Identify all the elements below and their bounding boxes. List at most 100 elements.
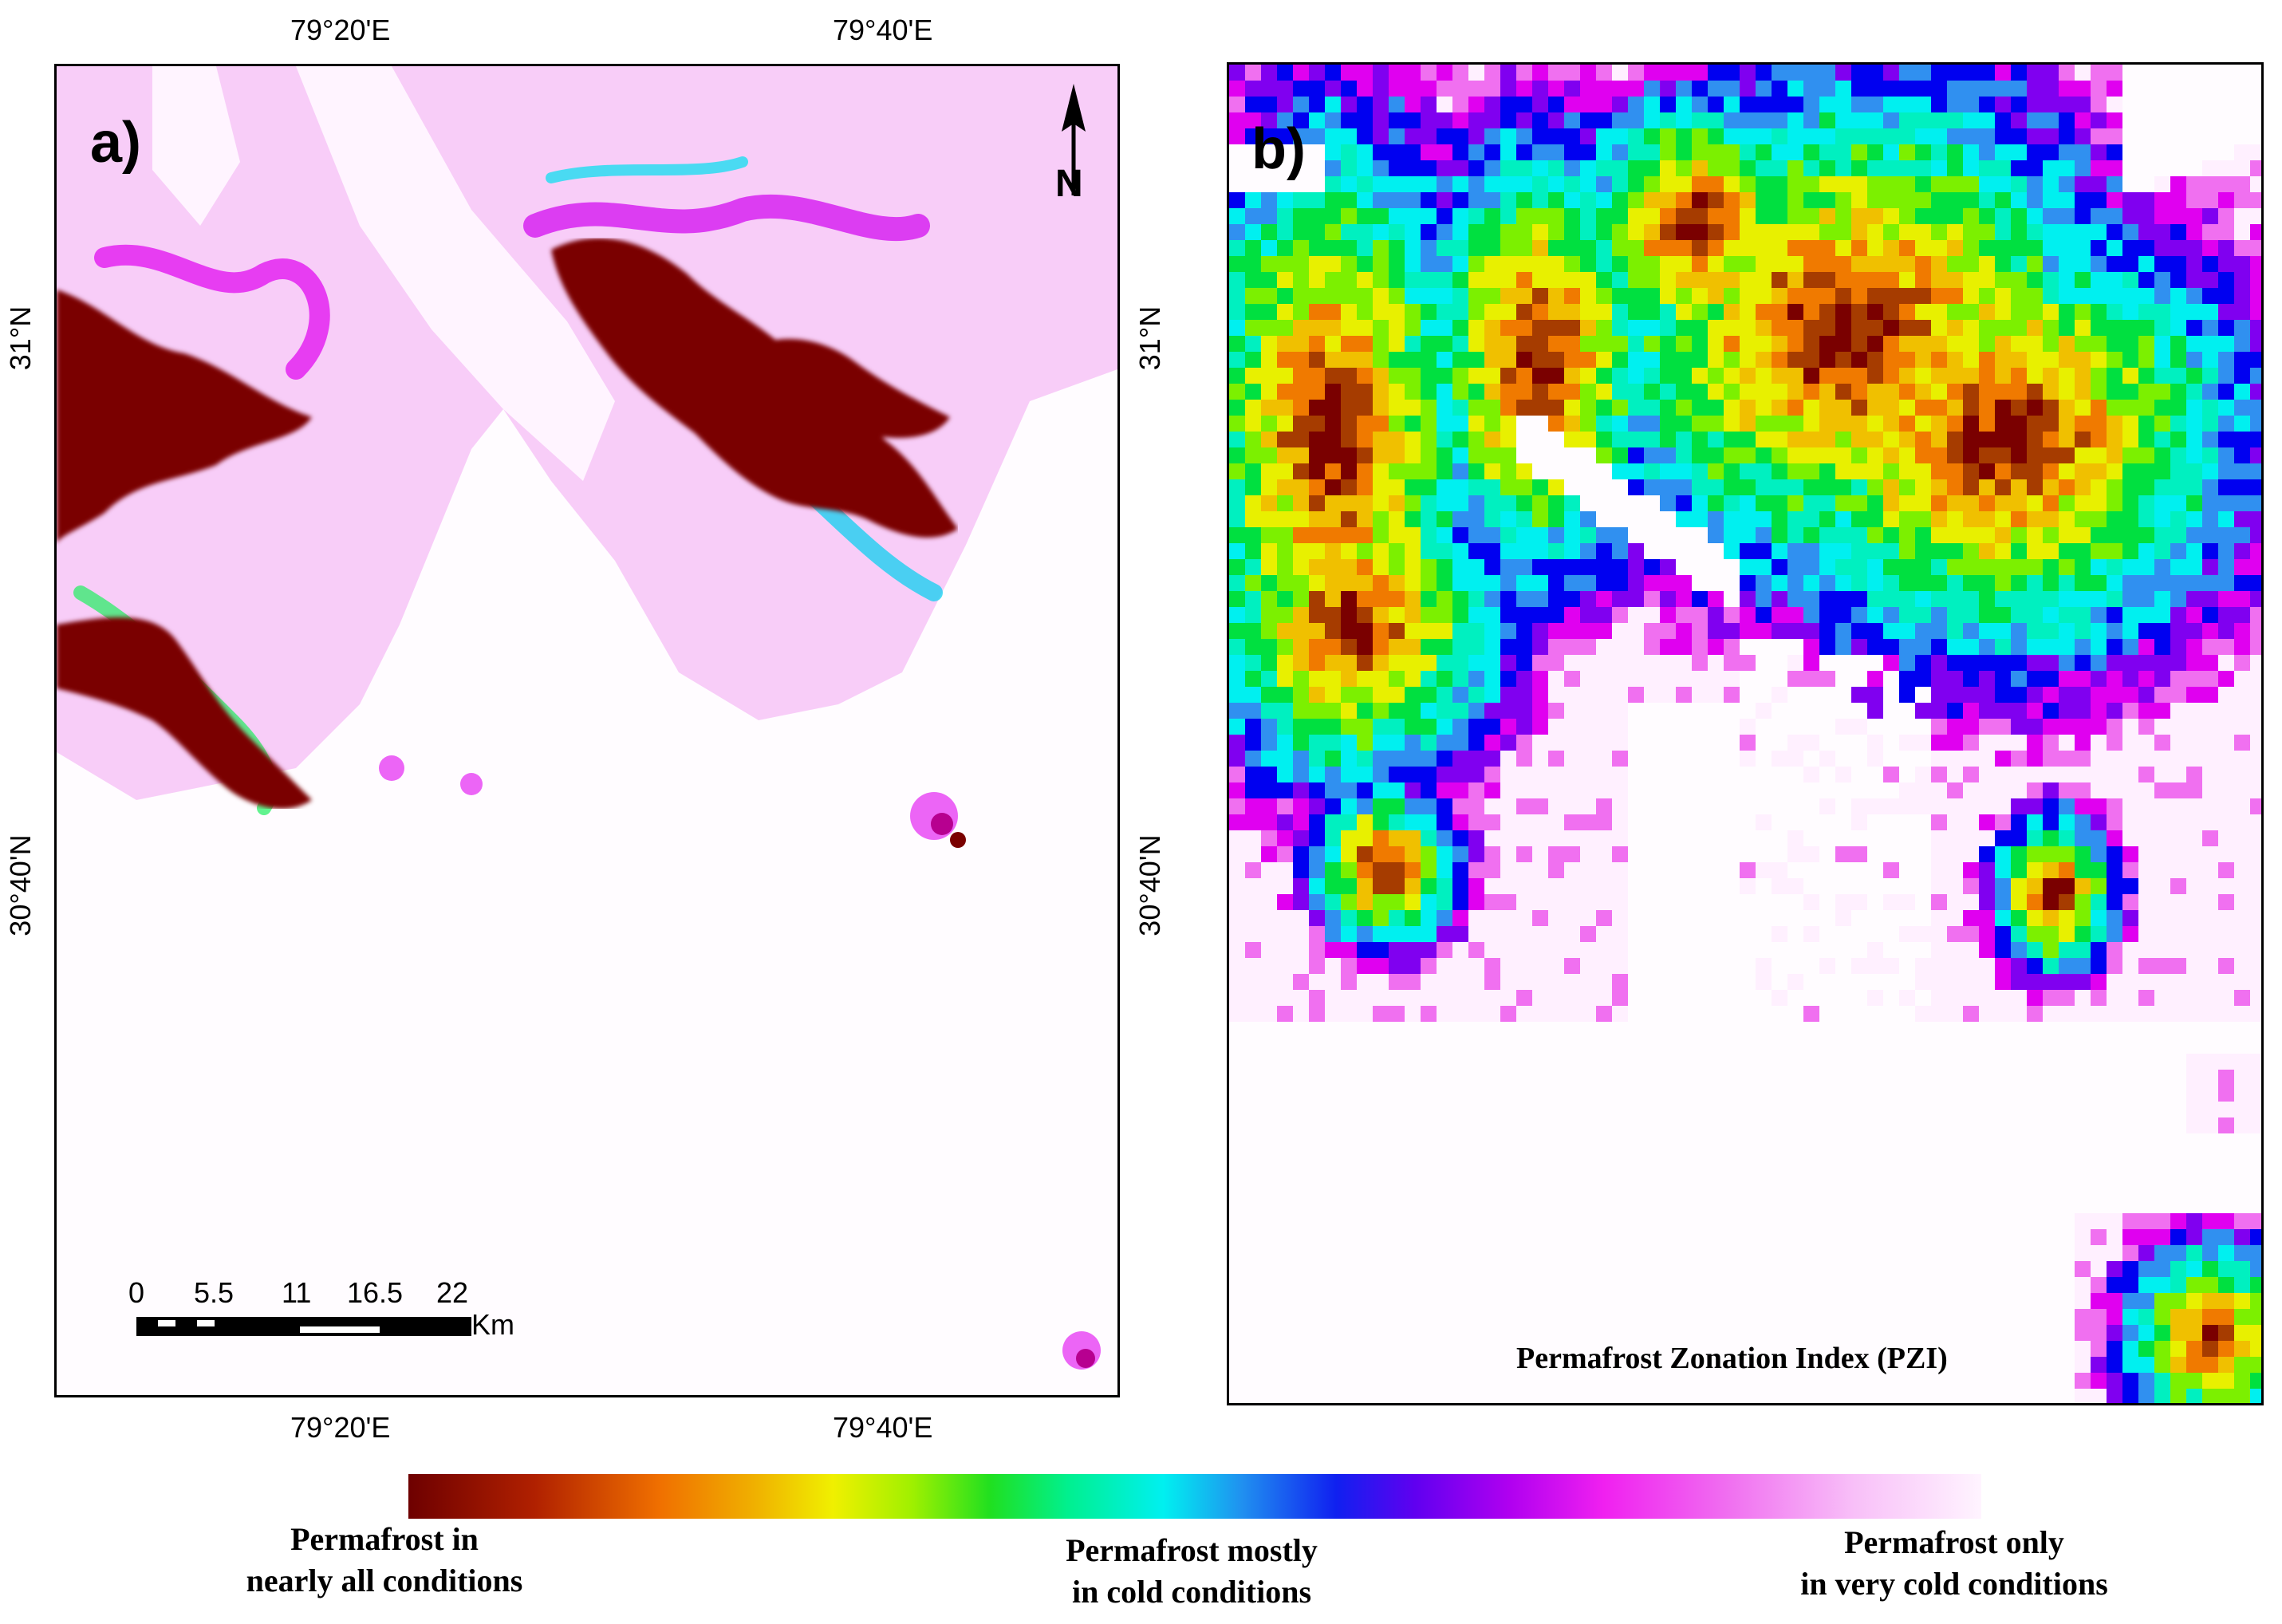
raster-cell (1851, 128, 1867, 144)
raster-cell (2218, 511, 2234, 527)
raster-cell (2091, 160, 2107, 176)
raster-cell (1532, 559, 1548, 575)
raster-cell (2250, 1086, 2261, 1102)
raster-cell (2170, 1373, 2186, 1389)
raster-cell (2170, 575, 2186, 591)
raster-cell (2218, 639, 2234, 655)
raster-cell (1580, 320, 1596, 336)
raster-cell (1724, 336, 1740, 352)
raster-cell (2075, 81, 2091, 97)
raster-cell (2043, 128, 2059, 144)
raster-cell (1947, 144, 1963, 160)
raster-cell (1309, 384, 1325, 400)
raster-cell (2011, 304, 2027, 320)
raster-cell (1532, 65, 1548, 81)
raster-cell (1261, 320, 1277, 336)
raster-cell (1708, 527, 1724, 543)
raster-cell (2170, 368, 2186, 384)
raster-cell (1947, 384, 1963, 400)
raster-cell (1484, 543, 1500, 559)
raster-cell (1756, 240, 1772, 256)
raster-cell (2234, 288, 2250, 304)
raster-cell (1389, 511, 1405, 527)
raster-cell (1851, 256, 1867, 272)
raster-cell (1596, 910, 1612, 926)
raster-cell (1963, 224, 1979, 240)
raster-cell (1468, 543, 1484, 559)
raster-cell (2202, 687, 2218, 703)
raster-cell (2075, 160, 2091, 176)
raster-cell (2107, 495, 2122, 511)
raster-cell (1835, 559, 1851, 575)
raster-cell (2186, 1373, 2202, 1389)
raster-cell (1740, 240, 1756, 256)
raster-cell (2075, 320, 2091, 336)
raster-cell (1500, 97, 1516, 112)
raster-cell (1628, 240, 1644, 256)
raster-cell (1468, 974, 1484, 990)
raster-cell (1851, 527, 1867, 543)
raster-cell (2075, 511, 2091, 527)
raster-cell (1309, 336, 1325, 352)
raster-cell (1676, 416, 1692, 432)
raster-cell (1452, 352, 1468, 368)
raster-cell (1899, 782, 1915, 798)
raster-cell (1931, 479, 1947, 495)
raster-cell (1532, 272, 1548, 288)
raster-cell (1373, 830, 1389, 846)
raster-cell (1963, 479, 1979, 495)
raster-cell (1899, 432, 1915, 447)
raster-cell (1437, 878, 1452, 894)
raster-cell (2250, 432, 2261, 447)
raster-cell (1772, 862, 1787, 878)
raster-cell (2138, 1341, 2154, 1357)
raster-cell (1341, 208, 1357, 224)
raster-cell (1963, 352, 1979, 368)
raster-cell (2186, 878, 2202, 894)
raster-cell (2075, 639, 2091, 655)
raster-cell (1580, 160, 1596, 176)
raster-cell (1516, 671, 1532, 687)
raster-cell (1405, 751, 1421, 767)
raster-cell (1660, 160, 1676, 176)
raster-cell (1468, 144, 1484, 160)
raster-cell (2075, 1357, 2091, 1373)
raster-cell (1293, 878, 1309, 894)
raster-cell (1389, 878, 1405, 894)
raster-cell (1229, 240, 1245, 256)
raster-cell (1803, 735, 1819, 751)
raster-cell (1756, 192, 1772, 208)
raster-cell (1421, 336, 1437, 352)
raster-cell (1357, 240, 1373, 256)
raster-cell (1516, 224, 1532, 240)
raster-cell (1851, 240, 1867, 256)
raster-cell (1979, 751, 1995, 767)
raster-cell (1229, 735, 1245, 751)
raster-cell (1931, 767, 1947, 782)
raster-cell (1883, 320, 1899, 336)
raster-cell (2218, 208, 2234, 224)
raster-cell (1309, 65, 1325, 81)
raster-cell (1325, 1006, 1341, 1022)
raster-cell (1724, 479, 1740, 495)
raster-cell (1500, 272, 1516, 288)
raster-cell (2011, 974, 2027, 990)
raster-cell (1899, 990, 1915, 1006)
raster-cell (1867, 559, 1883, 575)
raster-cell (2107, 1389, 2122, 1403)
raster-cell (1995, 751, 2011, 767)
raster-cell (1740, 719, 1756, 735)
raster-cell (2202, 591, 2218, 607)
raster-cell (1612, 352, 1628, 368)
raster-cell (1899, 160, 1915, 176)
raster-cell (2218, 288, 2234, 304)
raster-cell (1612, 559, 1628, 575)
raster-cell (1548, 81, 1564, 97)
raster-cell (1548, 878, 1564, 894)
raster-cell (1468, 240, 1484, 256)
raster-cell (2075, 830, 2091, 846)
raster-cell (1676, 240, 1692, 256)
raster-cell (1357, 304, 1373, 320)
raster-cell (1883, 112, 1899, 128)
raster-cell (1660, 639, 1676, 655)
